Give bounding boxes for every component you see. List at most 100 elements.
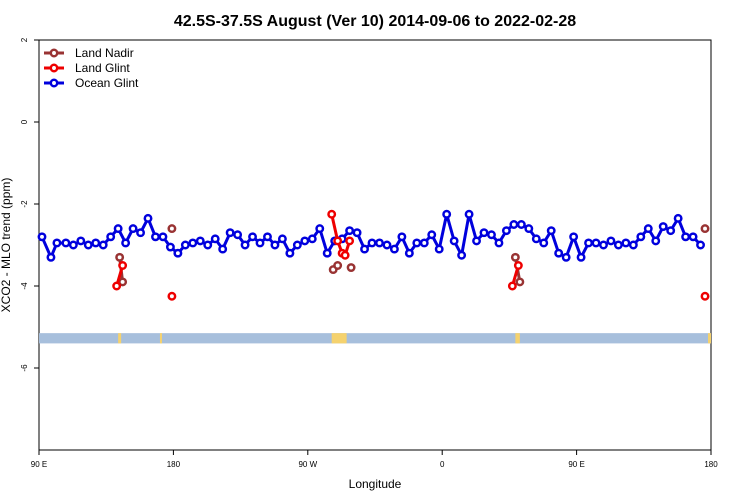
- ocean-glint-point: [606, 236, 616, 246]
- ocean-glint-point: [569, 232, 579, 242]
- ocean-glint-point: [233, 230, 243, 240]
- plot-area: 2 0 -2 -4 -6 90 E 180 90 W 0 90 E 180: [20, 37, 718, 469]
- ocean-glint-point: [681, 232, 691, 242]
- ocean-glint-point: [554, 248, 564, 258]
- ocean-glint-point: [225, 228, 235, 238]
- ocean-glint-point: [427, 230, 437, 240]
- land-nadir-point: [115, 252, 125, 262]
- ocean-glint-point: [472, 236, 481, 246]
- ocean-glint-point: [412, 238, 422, 248]
- ocean-glint-point: [240, 240, 250, 250]
- ocean-glint-point: [255, 238, 265, 248]
- ocean-glint-point: [621, 238, 631, 248]
- x-tick-label: 90 E: [568, 460, 584, 469]
- ocean-glint-point: [128, 224, 138, 234]
- ocean-glint-point: [285, 248, 295, 258]
- ocean-glint-point: [121, 238, 131, 248]
- ocean-glint-point: [106, 232, 116, 242]
- plot-frame: [38, 39, 712, 451]
- land-glint-point: [167, 291, 177, 301]
- ocean-glint-point: [61, 238, 71, 248]
- ocean-glint-point: [628, 240, 638, 250]
- ocean-glint-point: [561, 252, 571, 262]
- x-tick-label: 0: [440, 460, 445, 469]
- legend-marker-land-nadir: [49, 48, 59, 58]
- ocean-glint-point: [442, 209, 452, 219]
- land-glint-point: [118, 261, 128, 270]
- legend-marker-land-glint: [49, 63, 59, 73]
- ocean-glint-point: [696, 240, 705, 250]
- legend-label-ocean-glint: Ocean Glint: [75, 76, 139, 90]
- ocean-glint-point: [389, 244, 399, 254]
- ocean-glint-point: [210, 234, 220, 244]
- ocean-glint-point: [501, 226, 511, 236]
- land-glint-point: [333, 236, 343, 246]
- ocean-glint-point: [524, 224, 534, 234]
- ocean-glint-point: [479, 228, 489, 238]
- y-tick-label: -4: [20, 282, 29, 290]
- y-tick-label: -6: [20, 364, 29, 372]
- ocean-glint-point: [449, 236, 459, 246]
- ocean-glint-point: [158, 232, 168, 242]
- ocean-glint-point: [307, 234, 317, 244]
- x-tick-label: 180: [167, 460, 181, 469]
- ocean-glint-point: [636, 232, 646, 242]
- y-axis-label: XCO2 - MLO trend (ppm): [0, 178, 13, 313]
- legend-marker-ocean-glint: [49, 78, 59, 88]
- land-patch: [118, 333, 122, 344]
- land-patch: [331, 333, 347, 344]
- land-nadir-point: [515, 277, 525, 287]
- ocean-glint-point: [151, 232, 160, 242]
- ocean-glint-point: [643, 224, 653, 234]
- land-nadir-point: [510, 252, 520, 262]
- ocean-glint-point: [584, 238, 593, 248]
- land-glint-point: [700, 291, 710, 301]
- ocean-glint-point: [576, 252, 586, 262]
- ocean-glint-point: [52, 238, 62, 248]
- y-tick-label: 0: [20, 119, 29, 124]
- ocean-glint-point: [397, 232, 407, 242]
- ocean-glint-point: [165, 242, 175, 252]
- x-axis-label: Longitude: [349, 477, 402, 491]
- ocean-glint-point: [277, 234, 287, 244]
- ocean-glint-point: [613, 240, 623, 250]
- land-nadir-point: [167, 224, 177, 234]
- ocean-glint-point: [546, 226, 556, 236]
- land-glint-line: [330, 213, 344, 254]
- land-glint-point: [327, 209, 337, 219]
- ocean-glint-point: [248, 232, 257, 242]
- ocean-glint-point: [382, 240, 392, 250]
- land-patch: [708, 333, 711, 344]
- legend-label-land-nadir: Land Nadir: [75, 46, 134, 60]
- land-glint-point: [345, 236, 355, 246]
- land-nadir-point: [118, 277, 128, 287]
- land-nadir-point: [700, 224, 710, 234]
- ocean-glint-point: [37, 232, 47, 242]
- ocean-glint-point: [292, 240, 302, 250]
- land-glint-point: [513, 261, 523, 270]
- chart-title: 42.5S-37.5S August (Ver 10) 2014-09-06 t…: [174, 13, 576, 30]
- ocean-glint-point: [360, 244, 369, 254]
- land-nadir-point: [346, 263, 356, 272]
- land-patch: [159, 333, 162, 344]
- ocean-glint-point: [68, 240, 78, 250]
- x-tick-label: 90 E: [31, 460, 47, 469]
- ocean-glint-point: [688, 232, 698, 242]
- ocean-glint-point: [494, 238, 504, 248]
- ocean-glint-point: [195, 236, 205, 246]
- ocean-glint-point: [464, 209, 474, 219]
- ocean-glint-point: [173, 248, 183, 258]
- ocean-glint-point: [673, 213, 683, 223]
- ocean-glint-point: [516, 220, 526, 229]
- ocean-glint-point: [419, 238, 429, 248]
- ocean-glint-point: [434, 244, 444, 254]
- land-glint-point: [340, 250, 350, 260]
- y-tick-label: 2: [20, 37, 29, 42]
- ocean-glint-point: [203, 240, 213, 250]
- ocean-glint-point: [531, 234, 541, 244]
- ocean-glint-point: [651, 236, 661, 246]
- ocean-glint-point: [539, 238, 549, 248]
- y-tick-label: -2: [20, 200, 29, 208]
- ocean-glint-point: [666, 226, 676, 236]
